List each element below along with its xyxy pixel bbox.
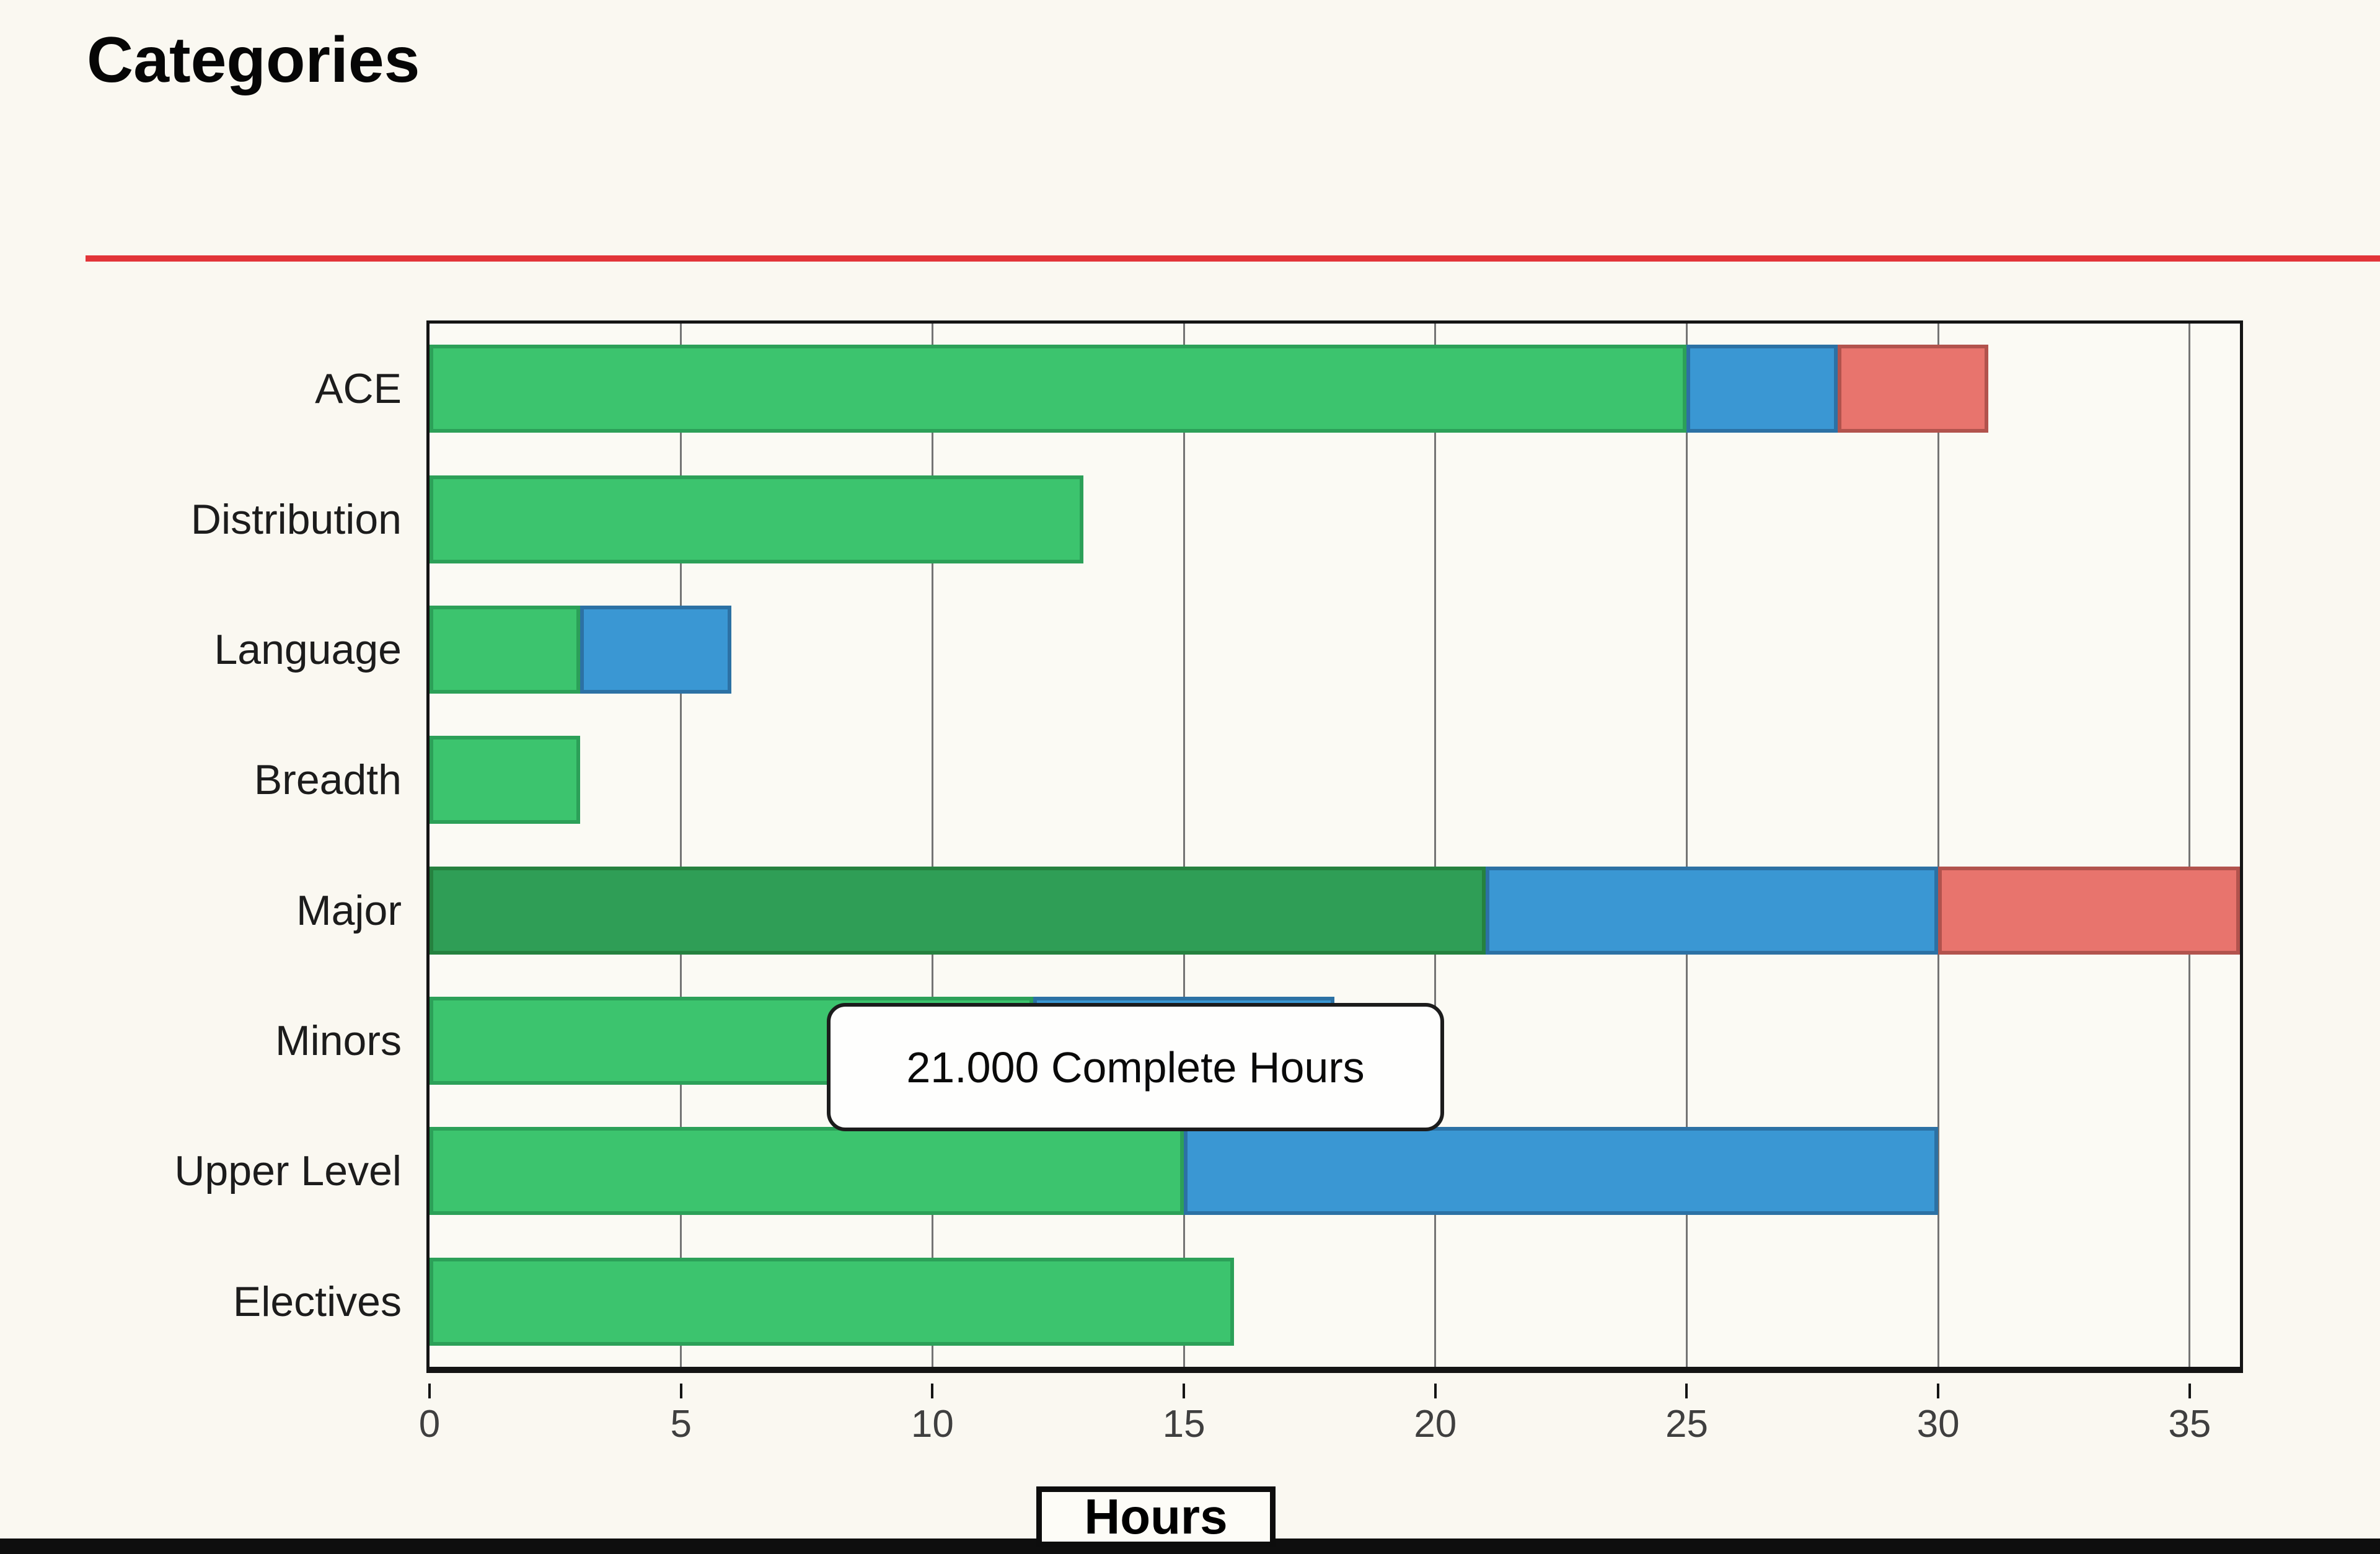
category-label-electives: Electives — [232, 1278, 402, 1325]
bar-distribution-complete[interactable] — [430, 475, 1083, 563]
x-tick-mark-25 — [1685, 1384, 1688, 1398]
x-tick-label-30: 30 — [1916, 1403, 1960, 1446]
category-label-major: Major — [296, 886, 402, 934]
x-tick-mark-30 — [1937, 1384, 1940, 1398]
bar-upper-level-complete[interactable] — [430, 1127, 1184, 1216]
x-tick-mark-15 — [1183, 1384, 1186, 1398]
x-tick-label-35: 35 — [2168, 1403, 2211, 1446]
chart-tooltip-text: 21.000 Complete Hours — [906, 1043, 1365, 1092]
category-label-minors: Minors — [275, 1017, 402, 1065]
bar-ace-red-segment[interactable] — [1837, 345, 1989, 433]
x-tick-label-25: 25 — [1665, 1403, 1708, 1446]
gridline-20 — [1434, 324, 1437, 1367]
category-label-upper-level: Upper Level — [174, 1147, 402, 1195]
x-tick-label-0: 0 — [418, 1403, 441, 1446]
x-tick-mark-20 — [1434, 1384, 1437, 1398]
x-axis-label-box: Hours — [1036, 1486, 1276, 1547]
bar-major-blue-segment[interactable] — [1485, 866, 1939, 955]
x-axis-label-text: Hours — [1084, 1489, 1228, 1544]
chart-tooltip: 21.000 Complete Hours — [827, 1003, 1444, 1131]
bar-electives-complete[interactable] — [430, 1257, 1235, 1346]
bar-major-complete[interactable] — [430, 866, 1486, 955]
bar-language-complete[interactable] — [430, 605, 581, 694]
gridline-5 — [680, 324, 682, 1367]
x-tick-mark-0 — [428, 1384, 431, 1398]
bar-ace-blue-segment[interactable] — [1686, 345, 1838, 433]
gridline-15 — [1183, 324, 1185, 1367]
x-tick-label-5: 5 — [670, 1403, 692, 1446]
gridline-30 — [1937, 324, 1939, 1367]
x-tick-label-10: 10 — [910, 1403, 954, 1446]
x-tick-label-20: 20 — [1414, 1403, 1457, 1446]
bar-language-blue-segment[interactable] — [580, 605, 731, 694]
category-label-distribution: Distribution — [190, 495, 402, 543]
chart-plot-area — [426, 320, 2243, 1373]
x-tick-mark-35 — [2188, 1384, 2191, 1398]
category-label-breadth: Breadth — [253, 756, 402, 804]
x-tick-label-15: 15 — [1162, 1403, 1205, 1446]
gridline-25 — [1685, 324, 1688, 1367]
page-title: Categories — [87, 24, 420, 96]
gridline-10 — [931, 324, 933, 1367]
bar-ace-complete[interactable] — [430, 345, 1687, 433]
category-label-ace: ACE — [315, 365, 402, 413]
x-tick-mark-10 — [931, 1384, 934, 1398]
bar-breadth-complete[interactable] — [430, 736, 581, 824]
category-label-language: Language — [214, 625, 402, 673]
bar-major-red-segment[interactable] — [1938, 866, 2240, 955]
bar-upper-level-blue-segment[interactable] — [1184, 1127, 1939, 1216]
gridline-35 — [2188, 324, 2191, 1367]
x-tick-mark-5 — [679, 1384, 682, 1398]
title-divider-rule — [86, 255, 2380, 262]
